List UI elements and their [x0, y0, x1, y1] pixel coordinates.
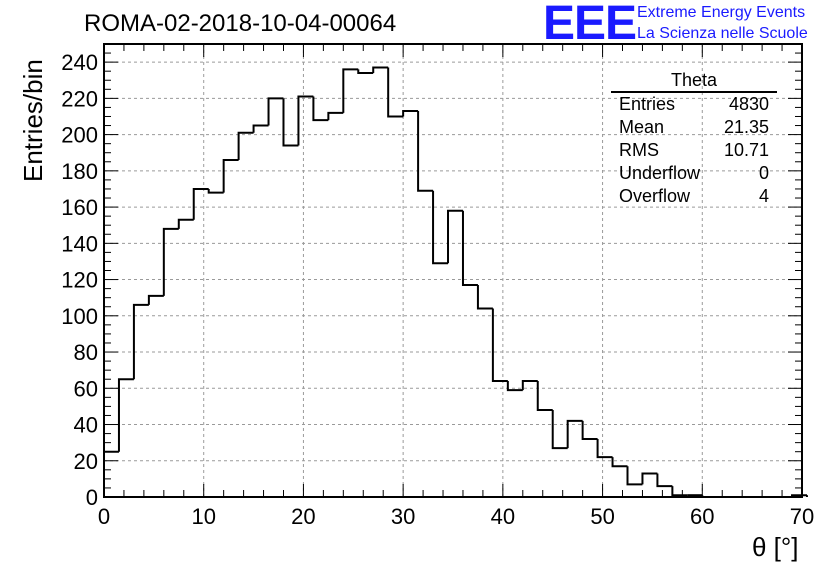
stats-row-mean: Mean 21.35 [611, 116, 777, 139]
histogram-bin [132, 303, 149, 380]
histogram-bin [327, 111, 344, 121]
histogram-bin [432, 190, 449, 265]
histogram-bin [117, 378, 134, 452]
chart-title: ROMA-02-2018-10-04-00064 [84, 10, 397, 37]
histogram-bin [177, 218, 194, 229]
histogram-bin [267, 97, 284, 126]
axis-ticks [103, 43, 803, 498]
histogram-bin [357, 69, 374, 74]
y-tick-label: 200 [61, 123, 98, 148]
histogram-bin [342, 68, 359, 113]
x-tick-label: 70 [790, 504, 814, 529]
histogram-bin [596, 439, 613, 459]
stats-row-underflow: Underflow 0 [611, 162, 777, 185]
histogram-bin [656, 473, 673, 488]
stats-value: 4 [758, 186, 769, 206]
x-tick-label: 20 [291, 504, 315, 529]
stats-value: 4830 [728, 94, 769, 114]
x-tick-label: 50 [590, 504, 614, 529]
stats-label: Mean [619, 117, 665, 137]
stats-label: Entries [619, 94, 676, 114]
x-tick-label: 60 [690, 504, 714, 529]
eee-logo: EEE [543, 0, 637, 50]
stats-value: 10.71 [723, 140, 769, 160]
histogram-bin [192, 187, 209, 220]
histogram-bin [103, 450, 119, 497]
y-tick-label: 0 [86, 485, 98, 510]
histogram-bin [521, 380, 538, 391]
histogram-bin [252, 124, 269, 133]
stats-box: Theta Entries 4830 Mean 21.35 RMS 10.71 … [611, 70, 777, 208]
histogram-bin [491, 308, 508, 383]
y-axis-label: Entries/bin [18, 59, 48, 182]
histogram-bin [641, 472, 658, 485]
y-tick-label: 40 [74, 413, 98, 438]
stats-label: RMS [619, 140, 659, 160]
axis-tick-labels: 0 10 20 30 40 50 60 700204060801001201401601802… [61, 50, 814, 529]
stats-value: 0 [758, 163, 769, 183]
y-tick-label: 120 [61, 268, 98, 293]
stats-row-overflow: Overflow 4 [611, 185, 777, 208]
eee-logo-line1: Extreme Energy Events [637, 4, 806, 21]
y-tick-label: 220 [61, 86, 98, 111]
histogram-bin [282, 98, 299, 147]
eee-logo-line2: La Scienza nelle Scuole [637, 25, 808, 42]
stats-row-rms: RMS 10.71 [611, 139, 777, 162]
stats-row-entries: Entries 4830 [611, 93, 777, 116]
y-tick-label: 140 [61, 231, 98, 256]
x-axis-label: θ [°] [752, 532, 799, 562]
stats-title: Theta [611, 70, 777, 93]
y-tick-label: 240 [61, 50, 98, 75]
histogram-bin [566, 419, 583, 449]
histogram-bin [671, 486, 688, 497]
histogram-bin [207, 188, 224, 194]
histogram-bin [402, 110, 419, 117]
histogram-bin [461, 210, 478, 286]
histogram-bars [103, 66, 808, 498]
x-tick-label: 0 [98, 504, 110, 529]
histogram-bin [222, 158, 239, 193]
histogram-bin [312, 96, 329, 122]
histogram-bin [162, 227, 179, 296]
histogram-bin [297, 95, 314, 146]
stats-label: Overflow [619, 186, 691, 206]
y-tick-label: 60 [74, 376, 98, 401]
histogram-bin [237, 131, 254, 160]
histogram-bin [372, 66, 389, 73]
histogram-bin [506, 381, 523, 392]
y-tick-label: 160 [61, 195, 98, 220]
histogram-bin [581, 420, 598, 441]
histogram-bin [447, 209, 463, 264]
y-tick-label: 20 [74, 449, 98, 474]
y-tick-label: 100 [61, 304, 98, 329]
histogram-bin [476, 284, 493, 310]
histogram-bin [147, 294, 164, 305]
y-tick-label: 180 [61, 159, 98, 184]
x-tick-label: 10 [191, 504, 215, 529]
histogram-bin [611, 457, 628, 468]
histogram-bin [417, 111, 434, 192]
stats-label: Underflow [619, 163, 701, 183]
x-tick-label: 40 [491, 504, 515, 529]
y-tick-label: 80 [74, 340, 98, 365]
x-tick-label: 30 [391, 504, 415, 529]
stats-value: 21.35 [723, 117, 769, 137]
histogram-bin [536, 381, 553, 412]
histogram-bin [626, 466, 643, 486]
histogram-bin [551, 410, 568, 450]
histogram-bin [387, 67, 404, 118]
grid-lines [104, 44, 802, 497]
